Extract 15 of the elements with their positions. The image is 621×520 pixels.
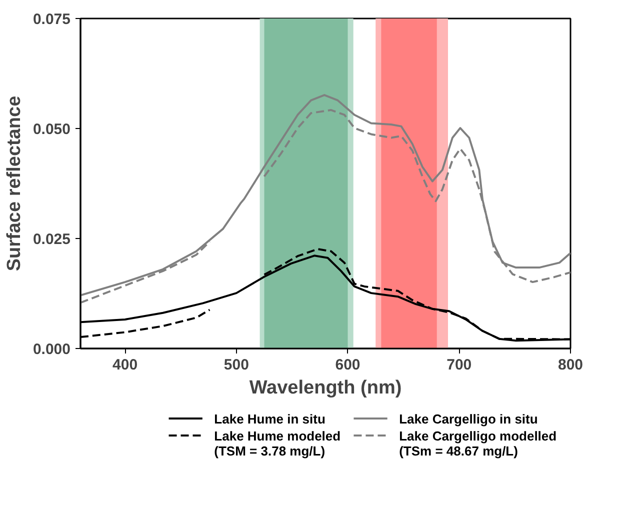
x-tick-label: 700 [446,356,472,374]
y-axis-title: Surface reflectance [4,96,25,272]
y-tick-label: 0.050 [32,121,71,138]
y-tick-label: 0.075 [32,11,71,28]
legend-label: Lake Cargelligo modelled (TSm = 48.67 mg/L) [399,428,557,458]
legend-label: Lake Hume in situ [214,412,326,426]
x-tick-label: 600 [335,356,360,374]
x-tick-label: 400 [112,356,138,374]
legend-label: Lake Cargelligo in situ [399,412,538,426]
legend-label: Lake Hume modeled (TSM = 3.78 mg/L) [214,428,341,458]
x-tick-label: 500 [224,356,249,374]
y-tick-label: 0.000 [32,341,71,358]
x-axis-title: Wavelength (nm) [249,378,402,398]
x-tick-label: 800 [558,356,584,374]
y-tick-label: 0.025 [32,231,71,248]
